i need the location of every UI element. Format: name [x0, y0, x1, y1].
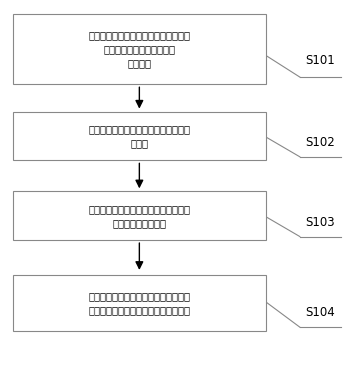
Text: 针对所获取的地块信息绘制初始作业地
块边界线，从而创建而成初始作业地块: 针对所获取的地块信息绘制初始作业地 块边界线，从而创建而成初始作业地块 [88, 291, 191, 315]
FancyBboxPatch shape [13, 112, 266, 160]
Text: 根据所述定位差分信息获取边界点的定
位坐标: 根据所述定位差分信息获取边界点的定 位坐标 [88, 124, 191, 148]
FancyBboxPatch shape [13, 275, 266, 331]
Text: S103: S103 [305, 216, 335, 229]
Text: 接收预置的固定基站发送的定位差分信
息，采用所述定位差分信息
进行定位: 接收预置的固定基站发送的定位差分信 息，采用所述定位差分信息 进行定位 [88, 30, 191, 68]
FancyBboxPatch shape [13, 14, 266, 84]
FancyBboxPatch shape [13, 191, 266, 240]
Text: S102: S102 [305, 136, 335, 149]
Text: S101: S101 [305, 54, 335, 67]
Text: 根据所述边界点的定位坐标生成待作业
农田区域的地块信息: 根据所述边界点的定位坐标生成待作业 农田区域的地块信息 [88, 204, 191, 228]
Text: S104: S104 [305, 306, 335, 319]
